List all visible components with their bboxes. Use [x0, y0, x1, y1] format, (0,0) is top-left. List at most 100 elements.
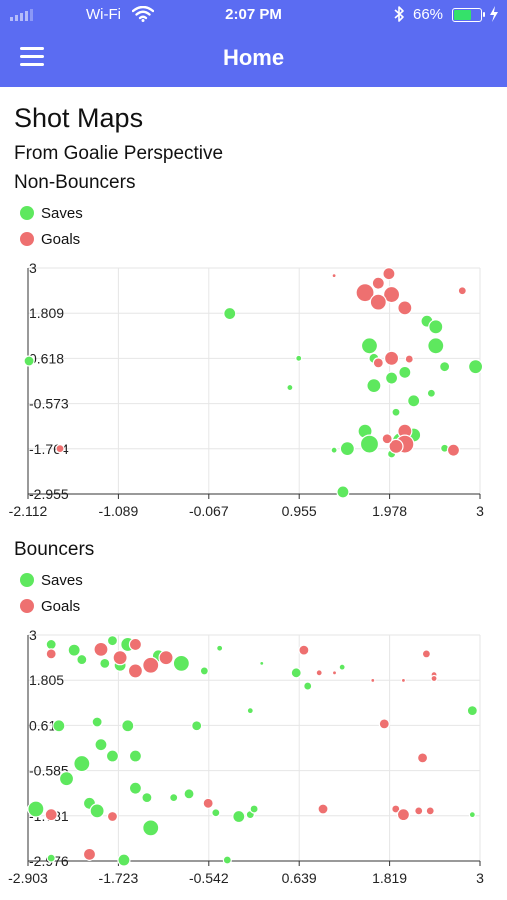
save-point	[246, 707, 254, 715]
save-point	[426, 388, 436, 398]
legend-item-goals[interactable]: Goals	[20, 226, 83, 252]
goal-point	[430, 674, 438, 683]
goal-point	[378, 718, 390, 730]
y-tick-label: -0.585	[29, 763, 69, 779]
series-saves	[23, 306, 484, 499]
goal-point	[414, 806, 424, 816]
hamburger-menu-icon[interactable]	[20, 47, 44, 67]
saves-dot-icon	[20, 573, 34, 587]
x-tick-label: -0.067	[189, 503, 229, 519]
save-point	[73, 754, 91, 773]
save-point	[360, 337, 379, 355]
status-bar: Wi-Fi 2:07 PM 66%	[0, 0, 507, 30]
save-point	[359, 434, 380, 454]
save-point	[89, 803, 105, 819]
legend-label: Goals	[41, 230, 81, 248]
save-point	[211, 808, 221, 818]
goal-point	[93, 641, 109, 657]
bluetooth-icon	[394, 6, 404, 22]
series-goals	[55, 267, 467, 457]
x-tick-label: -2.112	[9, 503, 48, 519]
goal-point	[372, 357, 384, 369]
save-point	[466, 705, 478, 717]
goal-point	[397, 300, 413, 316]
save-point	[330, 446, 338, 454]
save-point	[117, 853, 131, 867]
save-point	[366, 378, 382, 394]
goal-point	[112, 650, 128, 666]
save-point	[384, 371, 399, 385]
x-tick-label: 1.978	[372, 503, 407, 519]
x-tick-label: -1.089	[99, 503, 139, 519]
save-point	[94, 738, 108, 752]
battery-fill	[454, 10, 472, 20]
goal-point	[45, 648, 57, 660]
save-point	[169, 793, 179, 803]
x-tick-label: 3	[476, 503, 484, 519]
series-saves	[27, 635, 478, 867]
save-point	[427, 337, 445, 355]
save-point	[67, 643, 81, 657]
x-tick-label: 1.819	[372, 870, 407, 886]
save-point	[91, 716, 103, 728]
goal-point	[425, 806, 435, 816]
goal-point	[382, 285, 401, 304]
save-point	[183, 788, 195, 800]
wifi-icon	[132, 6, 154, 22]
save-point	[172, 654, 190, 672]
save-point	[338, 663, 346, 671]
x-tick-label: -2.903	[8, 870, 48, 886]
save-point	[407, 394, 421, 408]
charging-bolt-icon	[490, 6, 498, 22]
goal-point	[457, 286, 467, 296]
goal-point	[128, 637, 143, 652]
goal-point	[371, 276, 385, 290]
legend-item-goals[interactable]: Goals	[20, 593, 83, 619]
goal-point	[158, 650, 174, 666]
goal-point	[416, 752, 429, 764]
legend-item-saves[interactable]: Saves	[20, 567, 83, 593]
goal-point	[355, 283, 375, 303]
x-tick-label: -1.723	[99, 870, 139, 886]
y-tick-label: 0.618	[29, 350, 64, 366]
save-point	[222, 855, 232, 865]
save-point	[99, 657, 111, 669]
goal-point	[383, 350, 400, 366]
save-point	[191, 720, 203, 732]
save-point	[128, 781, 143, 795]
save-point	[141, 792, 153, 804]
save-point	[223, 306, 237, 321]
x-tick-label: 0.639	[282, 870, 317, 886]
goal-point	[400, 677, 407, 683]
goal-point	[388, 438, 404, 454]
x-tick-label: -0.542	[189, 870, 229, 886]
save-point	[199, 666, 209, 676]
save-point	[121, 719, 135, 733]
goal-point	[127, 663, 144, 679]
legend-item-saves[interactable]: Saves	[20, 200, 83, 226]
save-point	[391, 407, 401, 417]
goal-point	[331, 272, 337, 279]
legend-bouncers: Saves Goals	[20, 567, 83, 619]
save-point	[46, 853, 56, 863]
carrier-label: Wi-Fi	[86, 6, 121, 23]
save-point	[259, 660, 265, 666]
save-point	[286, 383, 294, 392]
scatter-plot: -2.112 -1.089 -0.067 0.955 1.978 3 3 1.809 0.618…	[9, 262, 484, 519]
y-tick-label: 1.805	[29, 672, 64, 688]
section-title-non-bouncers: Non-Bouncers	[14, 172, 136, 193]
save-point	[339, 441, 355, 457]
legend-label: Saves	[41, 571, 83, 589]
battery-percent: 66%	[413, 6, 444, 23]
shot-map-non-bouncers: -2.112 -1.089 -0.067 0.955 1.978 3 3 1.809 0.618…	[0, 262, 507, 524]
save-point	[467, 359, 484, 375]
save-point	[428, 319, 444, 335]
y-tick-label: 1.809	[29, 305, 64, 321]
goal-point	[82, 847, 97, 861]
legend-non-bouncers: Saves Goals	[20, 200, 83, 252]
scatter-plot: -2.903 -1.723 -0.542 0.639 1.819 3 3 1.805 0.61 -…	[8, 629, 484, 886]
nav-bar: Home	[0, 30, 507, 87]
goal-point	[202, 797, 214, 809]
save-point	[303, 681, 313, 691]
goal-point	[446, 443, 461, 457]
